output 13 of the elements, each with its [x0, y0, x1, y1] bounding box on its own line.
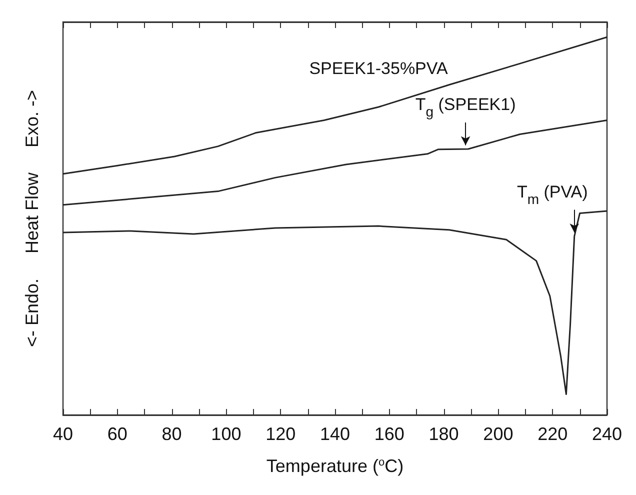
x-tick-label: 40 — [52, 424, 74, 444]
x-tick-label: 160 — [374, 424, 404, 444]
x-tick-label: 120 — [266, 424, 296, 444]
x-tick-label: 60 — [107, 424, 128, 444]
x-tick-label: 220 — [538, 424, 568, 444]
x-tick-label: 240 — [592, 424, 622, 444]
x-tick-label: 100 — [211, 424, 242, 444]
y-axis-title: <- Endo. Heat Flow Exo. -> — [22, 90, 42, 348]
x-tick-label: 180 — [428, 424, 459, 444]
x-tick-label: 80 — [162, 424, 182, 444]
series-label: SPEEK1-35%PVA — [309, 59, 448, 78]
x-tick-label: 200 — [483, 424, 514, 444]
x-tick-label: 140 — [320, 424, 350, 444]
